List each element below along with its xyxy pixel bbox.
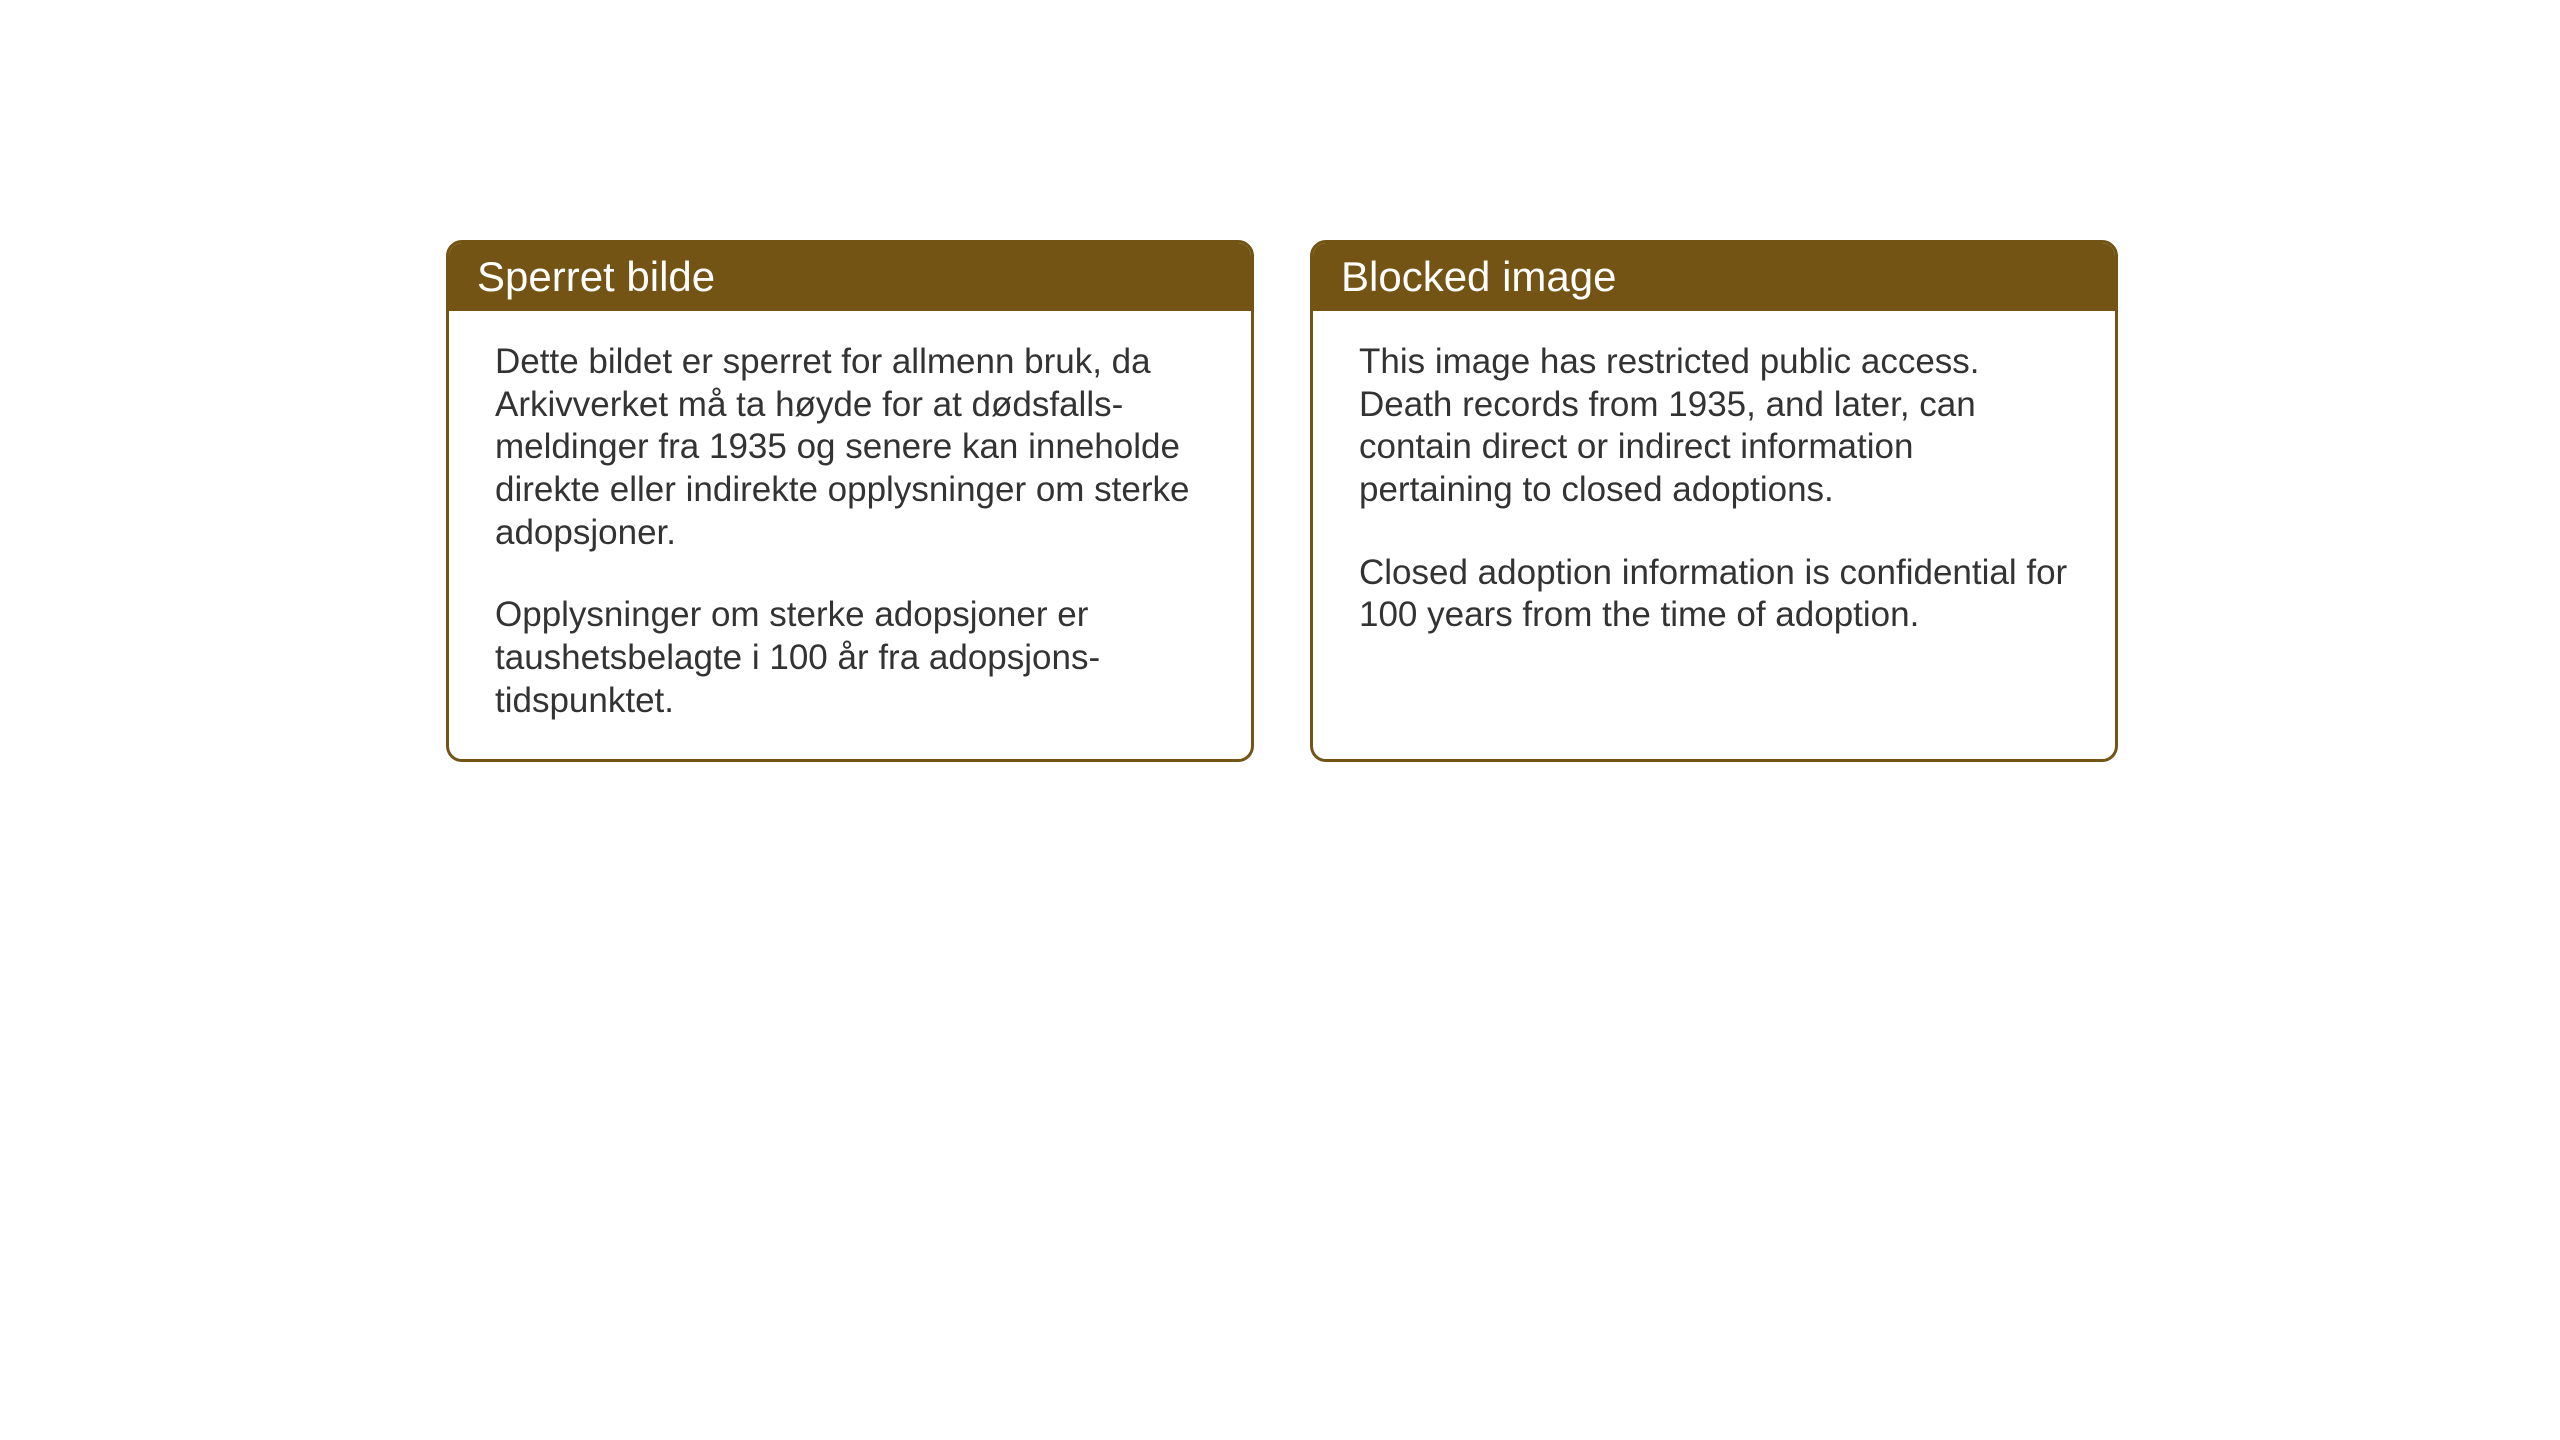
- card-paragraph-norwegian-2: Opplysninger om sterke adopsjoner er tau…: [495, 594, 1205, 722]
- cards-container: Sperret bilde Dette bildet er sperret fo…: [446, 240, 2118, 762]
- card-body-english: This image has restricted public access.…: [1313, 311, 2115, 731]
- card-paragraph-english-1: This image has restricted public access.…: [1359, 341, 2069, 512]
- card-paragraph-norwegian-1: Dette bildet er sperret for allmenn bruk…: [495, 341, 1205, 554]
- card-english: Blocked image This image has restricted …: [1310, 240, 2118, 762]
- card-header-english: Blocked image: [1313, 243, 2115, 311]
- card-body-norwegian: Dette bildet er sperret for allmenn bruk…: [449, 311, 1251, 759]
- card-title-english: Blocked image: [1341, 253, 1616, 300]
- card-header-norwegian: Sperret bilde: [449, 243, 1251, 311]
- card-norwegian: Sperret bilde Dette bildet er sperret fo…: [446, 240, 1254, 762]
- card-paragraph-english-2: Closed adoption information is confident…: [1359, 552, 2069, 637]
- card-title-norwegian: Sperret bilde: [477, 253, 715, 300]
